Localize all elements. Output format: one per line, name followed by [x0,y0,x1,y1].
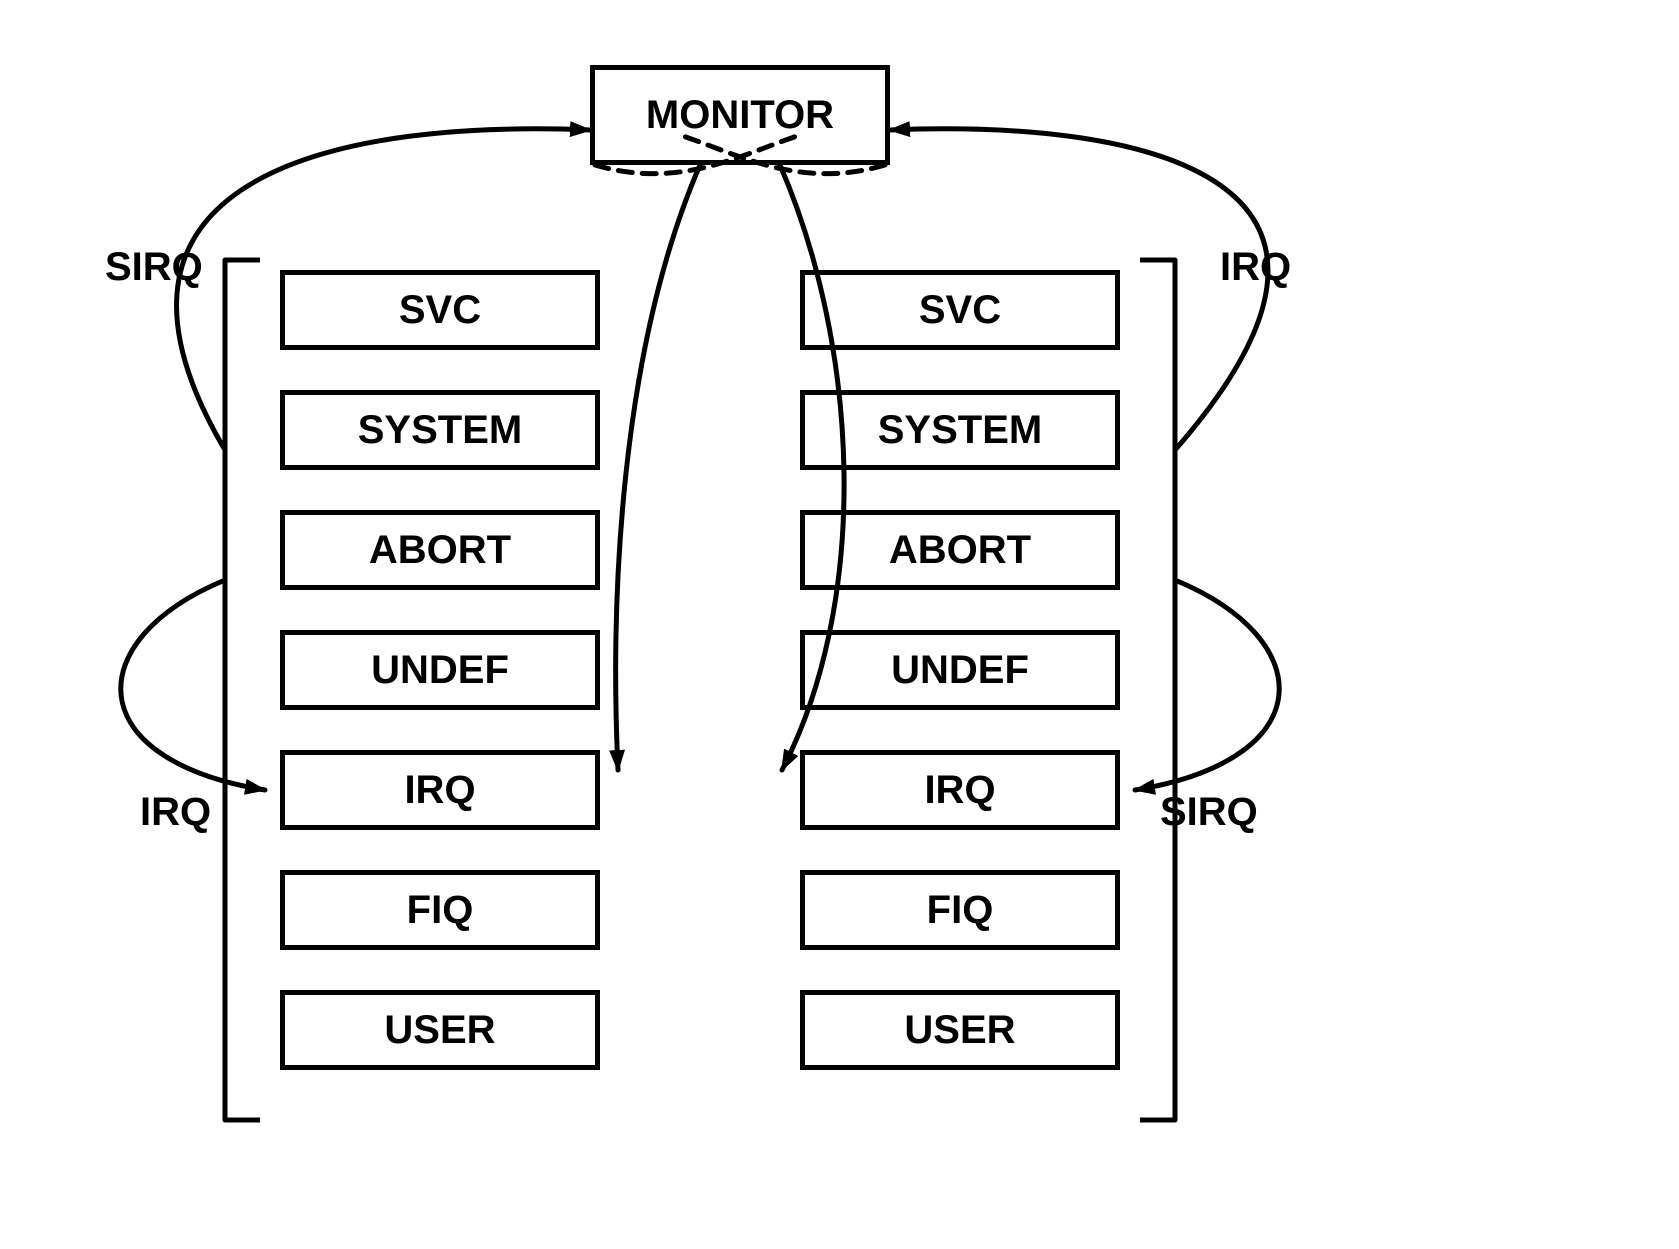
mode-label: USER [904,1008,1015,1053]
label-sirq-right: SIRQ [1160,790,1258,835]
mode-label: UNDEF [891,648,1029,693]
mode-label: USER [384,1008,495,1053]
mode-box-left-irq: IRQ [280,750,600,830]
monitor-box: MONITOR [590,65,890,165]
mode-label: FIQ [927,888,994,933]
mode-box-left-svc: SVC [280,270,600,350]
mode-box-left-user: USER [280,990,600,1070]
mode-label: ABORT [369,528,511,573]
mode-box-right-fiq: FIQ [800,870,1120,950]
mode-label: IRQ [404,768,475,813]
mode-box-right-svc: SVC [800,270,1120,350]
mode-label: SVC [919,288,1001,333]
mode-box-right-undef: UNDEF [800,630,1120,710]
mode-label: SYSTEM [878,408,1042,453]
mode-label: UNDEF [371,648,509,693]
mode-label: SYSTEM [358,408,522,453]
mode-box-left-system: SYSTEM [280,390,600,470]
mode-label: ABORT [889,528,1031,573]
label-irq-left: IRQ [140,790,211,835]
mode-label: SVC [399,288,481,333]
monitor-label: MONITOR [646,93,834,138]
diagram-canvas: MONITOR SVC SYSTEM ABORT UNDEF IRQ FIQ USER SV… [0,0,1679,1249]
mode-box-left-abort: ABORT [280,510,600,590]
mode-label: IRQ [924,768,995,813]
mode-box-left-undef: UNDEF [280,630,600,710]
mode-box-left-fiq: FIQ [280,870,600,950]
label-sirq-left: SIRQ [105,245,203,290]
mode-box-right-irq: IRQ [800,750,1120,830]
mode-box-right-abort: ABORT [800,510,1120,590]
mode-box-right-user: USER [800,990,1120,1070]
mode-box-right-system: SYSTEM [800,390,1120,470]
label-irq-right: IRQ [1220,245,1291,290]
mode-label: FIQ [407,888,474,933]
